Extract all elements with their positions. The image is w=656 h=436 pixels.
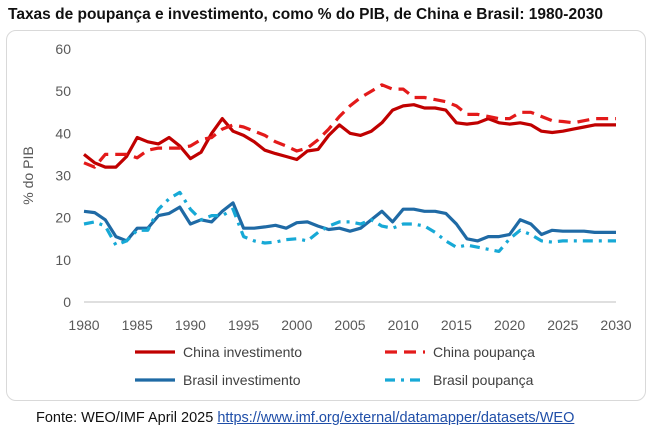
source-link[interactable]: https://www.imf.org/external/datamapper/… bbox=[217, 410, 575, 426]
legend-label-3: Brasil poupança bbox=[433, 372, 534, 388]
legend-label-1: China poupança bbox=[433, 344, 535, 360]
series-line-3 bbox=[83, 190, 616, 253]
chart-frame bbox=[6, 30, 646, 401]
x-tick-label: 2020 bbox=[494, 317, 525, 333]
source-note: Fonte: WEO/IMF April 2025 https://www.im… bbox=[36, 410, 574, 426]
series-line-0 bbox=[83, 103, 616, 169]
x-tick-label: 1995 bbox=[228, 317, 259, 333]
x-tick-label: 2000 bbox=[281, 317, 312, 333]
y-tick-label: 40 bbox=[55, 125, 71, 141]
chart-title: Taxas de poupança e investimento, como %… bbox=[8, 6, 603, 23]
y-axis-label: % do PIB bbox=[20, 146, 36, 204]
x-tick-label: 2015 bbox=[441, 317, 472, 333]
y-tick-label: 10 bbox=[55, 252, 71, 268]
y-tick-label: 50 bbox=[55, 83, 71, 99]
source-label: Fonte: WEO/IMF April 2025 bbox=[36, 410, 214, 426]
x-tick-label: 1990 bbox=[175, 317, 206, 333]
x-tick-label: 1985 bbox=[122, 317, 153, 333]
y-tick-label: 30 bbox=[55, 168, 71, 184]
legend-label-0: China investimento bbox=[183, 344, 302, 360]
x-tick-label: 2030 bbox=[600, 317, 631, 333]
y-tick-label: 60 bbox=[55, 41, 71, 57]
legend-label-2: Brasil investimento bbox=[183, 372, 301, 388]
x-tick-label: 2010 bbox=[388, 317, 419, 333]
x-tick-label: 2005 bbox=[334, 317, 365, 333]
x-tick-label: 1980 bbox=[68, 317, 99, 333]
series-line-2 bbox=[83, 201, 616, 243]
y-tick-label: 20 bbox=[55, 210, 71, 226]
series-line-1 bbox=[83, 83, 616, 169]
x-tick-label: 2025 bbox=[547, 317, 578, 333]
y-tick-label: 0 bbox=[63, 294, 71, 310]
